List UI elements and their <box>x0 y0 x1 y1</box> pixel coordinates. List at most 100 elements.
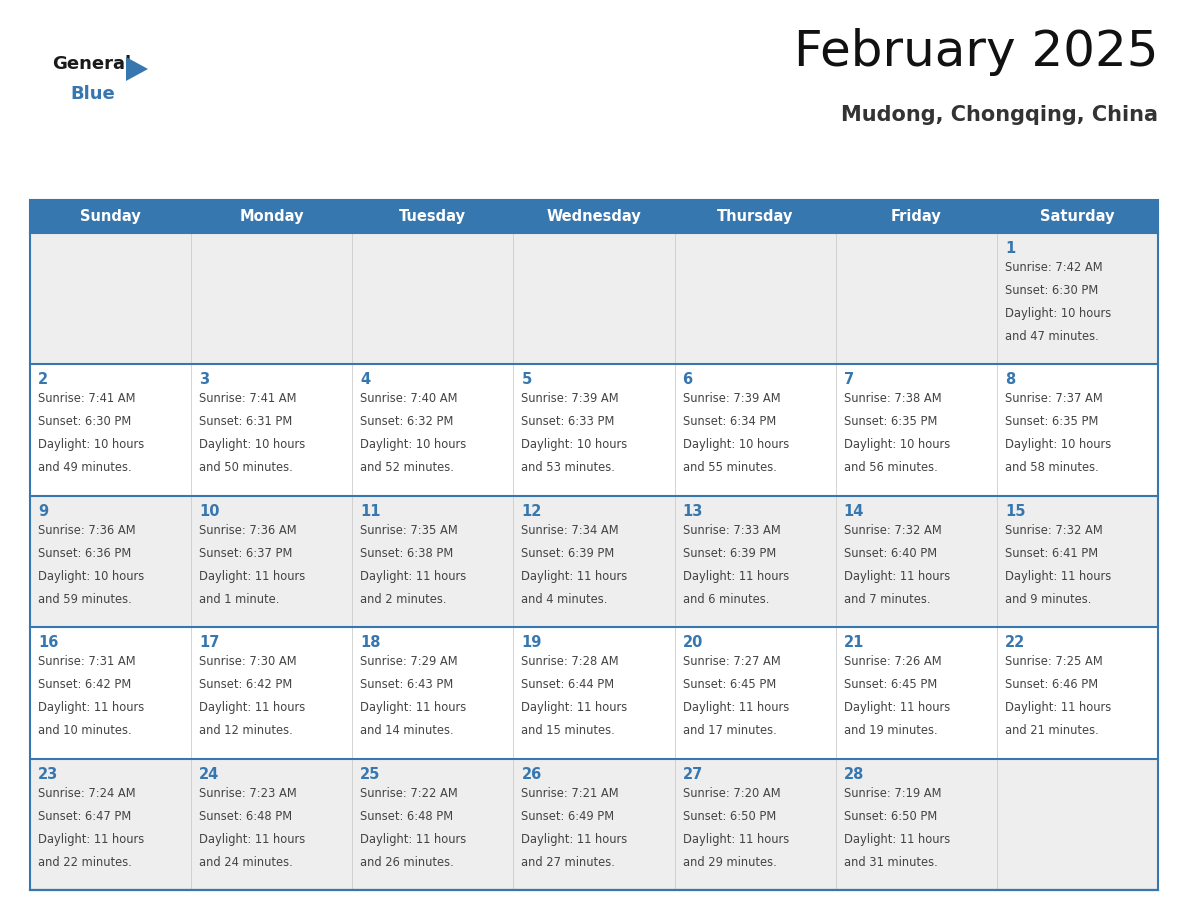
Text: 12: 12 <box>522 504 542 519</box>
Text: Daylight: 11 hours: Daylight: 11 hours <box>683 833 789 845</box>
Text: 27: 27 <box>683 767 703 781</box>
Text: 28: 28 <box>843 767 864 781</box>
Text: Sunset: 6:35 PM: Sunset: 6:35 PM <box>1005 415 1098 429</box>
Text: Sunset: 6:30 PM: Sunset: 6:30 PM <box>38 415 131 429</box>
Text: and 49 minutes.: and 49 minutes. <box>38 462 132 475</box>
Text: Sunrise: 7:41 AM: Sunrise: 7:41 AM <box>38 392 135 406</box>
Text: Daylight: 11 hours: Daylight: 11 hours <box>200 833 305 845</box>
Text: Mudong, Chongqing, China: Mudong, Chongqing, China <box>841 105 1158 125</box>
Text: Daylight: 11 hours: Daylight: 11 hours <box>683 701 789 714</box>
Text: and 59 minutes.: and 59 minutes. <box>38 593 132 606</box>
Text: Sunset: 6:45 PM: Sunset: 6:45 PM <box>843 678 937 691</box>
Text: and 53 minutes.: and 53 minutes. <box>522 462 615 475</box>
Polygon shape <box>126 57 148 81</box>
Text: Sunset: 6:40 PM: Sunset: 6:40 PM <box>843 547 937 560</box>
Text: Saturday: Saturday <box>1041 209 1114 224</box>
Text: Daylight: 11 hours: Daylight: 11 hours <box>360 701 467 714</box>
Text: 3: 3 <box>200 373 209 387</box>
Text: Sunrise: 7:42 AM: Sunrise: 7:42 AM <box>1005 261 1102 274</box>
Text: Sunset: 6:31 PM: Sunset: 6:31 PM <box>200 415 292 429</box>
Text: Sunrise: 7:23 AM: Sunrise: 7:23 AM <box>200 787 297 800</box>
Text: General: General <box>52 55 131 73</box>
Text: 25: 25 <box>360 767 380 781</box>
Text: and 7 minutes.: and 7 minutes. <box>843 593 930 606</box>
Text: 2: 2 <box>38 373 49 387</box>
Text: Daylight: 10 hours: Daylight: 10 hours <box>1005 307 1111 320</box>
Text: Sunrise: 7:26 AM: Sunrise: 7:26 AM <box>843 655 941 668</box>
Text: Sunrise: 7:37 AM: Sunrise: 7:37 AM <box>1005 392 1102 406</box>
Text: Sunset: 6:48 PM: Sunset: 6:48 PM <box>360 810 454 823</box>
Text: Sunrise: 7:41 AM: Sunrise: 7:41 AM <box>200 392 297 406</box>
Text: and 14 minutes.: and 14 minutes. <box>360 724 454 737</box>
Text: Sunrise: 7:21 AM: Sunrise: 7:21 AM <box>522 787 619 800</box>
Text: Sunset: 6:34 PM: Sunset: 6:34 PM <box>683 415 776 429</box>
Text: Daylight: 10 hours: Daylight: 10 hours <box>1005 439 1111 452</box>
Text: Sunset: 6:45 PM: Sunset: 6:45 PM <box>683 678 776 691</box>
Text: 1: 1 <box>1005 241 1015 256</box>
Text: Sunset: 6:44 PM: Sunset: 6:44 PM <box>522 678 614 691</box>
Text: 24: 24 <box>200 767 220 781</box>
Text: Sunrise: 7:29 AM: Sunrise: 7:29 AM <box>360 655 457 668</box>
Text: Sunset: 6:33 PM: Sunset: 6:33 PM <box>522 415 615 429</box>
Text: Sunset: 6:43 PM: Sunset: 6:43 PM <box>360 678 454 691</box>
Text: Sunset: 6:50 PM: Sunset: 6:50 PM <box>843 810 937 823</box>
Text: and 17 minutes.: and 17 minutes. <box>683 724 776 737</box>
FancyBboxPatch shape <box>30 627 1158 758</box>
Text: Sunset: 6:42 PM: Sunset: 6:42 PM <box>200 678 292 691</box>
Text: 18: 18 <box>360 635 381 650</box>
Text: Daylight: 11 hours: Daylight: 11 hours <box>522 570 627 583</box>
Text: Daylight: 11 hours: Daylight: 11 hours <box>360 833 467 845</box>
Text: Sunset: 6:36 PM: Sunset: 6:36 PM <box>38 547 131 560</box>
Text: 4: 4 <box>360 373 371 387</box>
Text: Sunrise: 7:35 AM: Sunrise: 7:35 AM <box>360 524 459 537</box>
Text: and 27 minutes.: and 27 minutes. <box>522 856 615 868</box>
Text: and 31 minutes.: and 31 minutes. <box>843 856 937 868</box>
Text: Daylight: 10 hours: Daylight: 10 hours <box>843 439 950 452</box>
Text: and 52 minutes.: and 52 minutes. <box>360 462 454 475</box>
Text: 17: 17 <box>200 635 220 650</box>
Text: Sunset: 6:47 PM: Sunset: 6:47 PM <box>38 810 131 823</box>
Text: and 12 minutes.: and 12 minutes. <box>200 724 293 737</box>
Text: Daylight: 11 hours: Daylight: 11 hours <box>843 833 950 845</box>
Text: Sunrise: 7:32 AM: Sunrise: 7:32 AM <box>1005 524 1102 537</box>
Text: 20: 20 <box>683 635 703 650</box>
Text: and 47 minutes.: and 47 minutes. <box>1005 330 1099 343</box>
Text: and 26 minutes.: and 26 minutes. <box>360 856 454 868</box>
Text: and 2 minutes.: and 2 minutes. <box>360 593 447 606</box>
Text: Daylight: 11 hours: Daylight: 11 hours <box>1005 570 1111 583</box>
Text: Daylight: 10 hours: Daylight: 10 hours <box>200 439 305 452</box>
Text: Daylight: 10 hours: Daylight: 10 hours <box>38 439 144 452</box>
Text: Sunset: 6:30 PM: Sunset: 6:30 PM <box>1005 284 1098 297</box>
Text: Daylight: 11 hours: Daylight: 11 hours <box>522 833 627 845</box>
Text: and 29 minutes.: and 29 minutes. <box>683 856 776 868</box>
Text: Friday: Friday <box>891 209 942 224</box>
Text: and 6 minutes.: and 6 minutes. <box>683 593 769 606</box>
Text: Daylight: 11 hours: Daylight: 11 hours <box>360 570 467 583</box>
Text: 16: 16 <box>38 635 58 650</box>
Text: Sunset: 6:39 PM: Sunset: 6:39 PM <box>683 547 776 560</box>
Text: and 4 minutes.: and 4 minutes. <box>522 593 608 606</box>
Text: 14: 14 <box>843 504 864 519</box>
Text: Wednesday: Wednesday <box>546 209 642 224</box>
Text: Sunrise: 7:20 AM: Sunrise: 7:20 AM <box>683 787 781 800</box>
Text: 15: 15 <box>1005 504 1025 519</box>
Text: Daylight: 11 hours: Daylight: 11 hours <box>38 701 144 714</box>
Text: Sunset: 6:39 PM: Sunset: 6:39 PM <box>522 547 614 560</box>
Text: Thursday: Thursday <box>716 209 794 224</box>
Text: and 58 minutes.: and 58 minutes. <box>1005 462 1099 475</box>
Text: and 21 minutes.: and 21 minutes. <box>1005 724 1099 737</box>
Text: and 24 minutes.: and 24 minutes. <box>200 856 293 868</box>
Text: and 19 minutes.: and 19 minutes. <box>843 724 937 737</box>
Text: Sunrise: 7:30 AM: Sunrise: 7:30 AM <box>200 655 297 668</box>
Text: Sunrise: 7:36 AM: Sunrise: 7:36 AM <box>38 524 135 537</box>
Text: Sunrise: 7:24 AM: Sunrise: 7:24 AM <box>38 787 135 800</box>
Text: and 50 minutes.: and 50 minutes. <box>200 462 293 475</box>
Text: Sunrise: 7:38 AM: Sunrise: 7:38 AM <box>843 392 941 406</box>
FancyBboxPatch shape <box>30 496 1158 627</box>
FancyBboxPatch shape <box>30 758 1158 890</box>
Text: Daylight: 11 hours: Daylight: 11 hours <box>38 833 144 845</box>
Text: and 22 minutes.: and 22 minutes. <box>38 856 132 868</box>
Text: Sunrise: 7:34 AM: Sunrise: 7:34 AM <box>522 524 619 537</box>
Text: 22: 22 <box>1005 635 1025 650</box>
Text: Sunrise: 7:31 AM: Sunrise: 7:31 AM <box>38 655 135 668</box>
